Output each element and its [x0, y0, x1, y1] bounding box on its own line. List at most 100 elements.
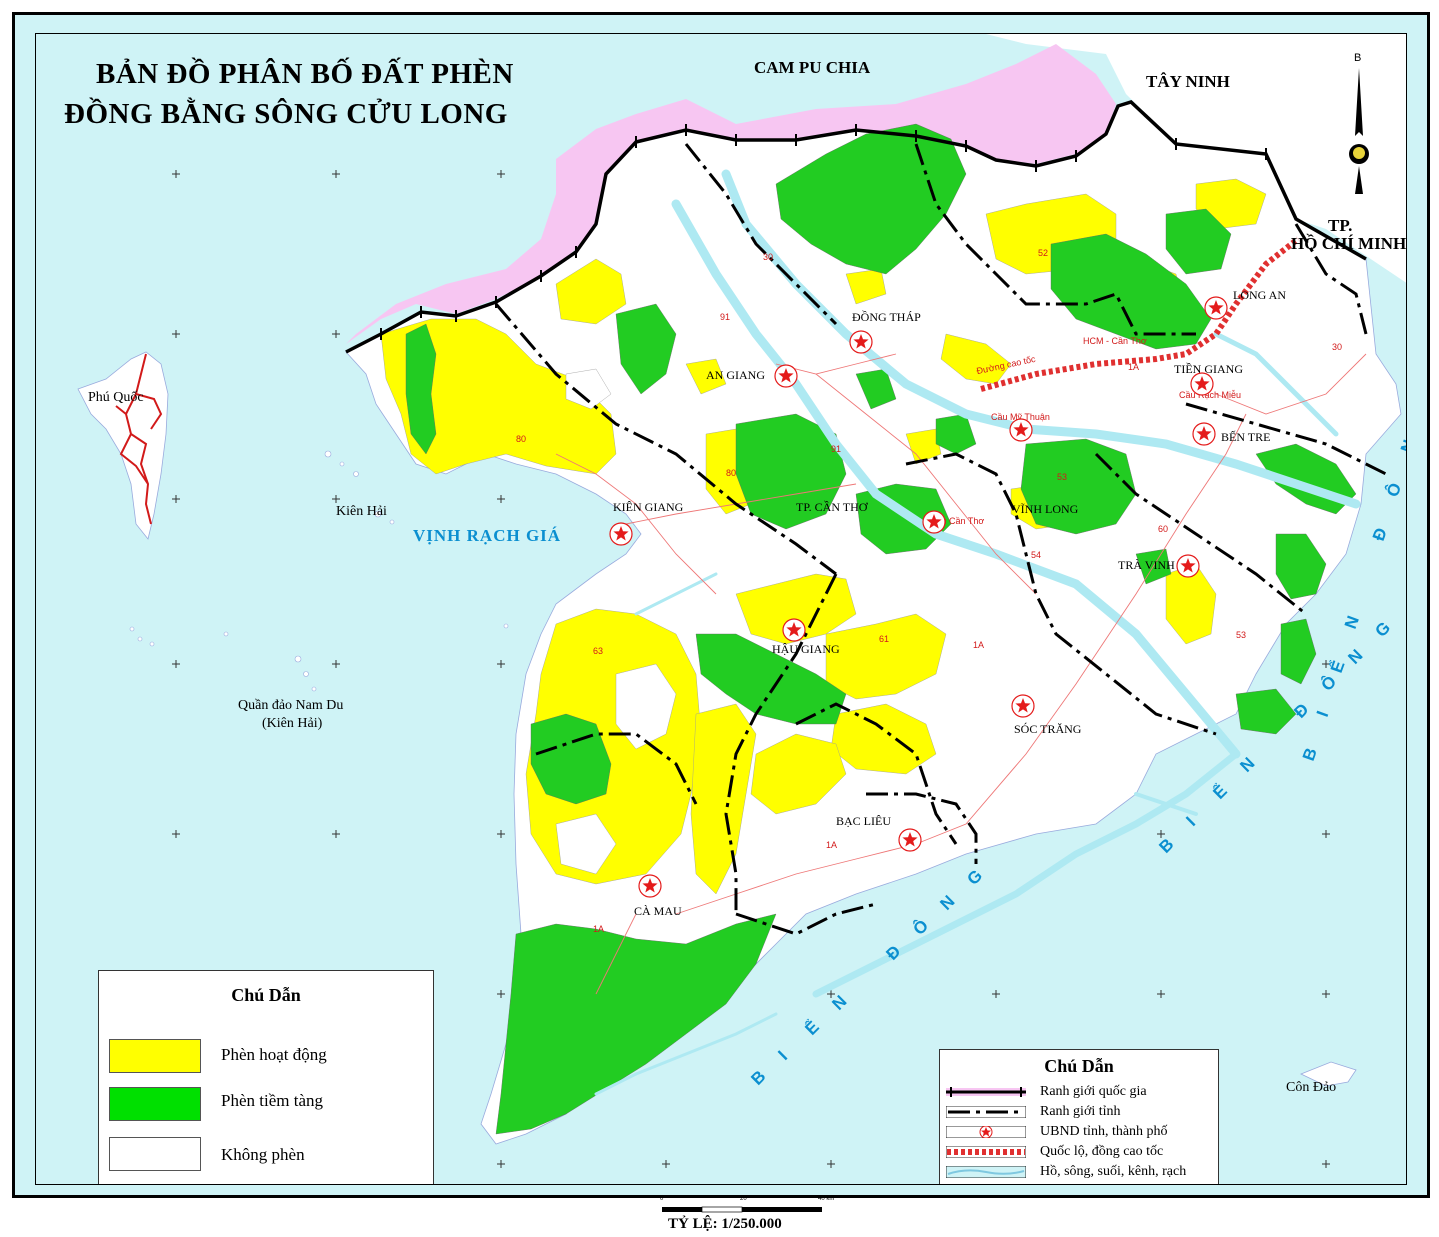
road-53b: 53 — [1236, 630, 1247, 640]
legend-label-active: Phèn hoạt động — [221, 1045, 327, 1064]
legend-row-road: Quốc lộ, đồng cao tốc — [946, 1144, 1216, 1160]
map-frame: BẢN ĐỒ PHÂN BỐ ĐẤT PHÈN ĐỒNG BẰNG SÔNG C… — [12, 12, 1430, 1198]
label-kien-hai: Kiên Hải — [336, 504, 387, 519]
road-61: 61 — [879, 634, 890, 644]
legend-soil-title: Chú Dẫn — [231, 985, 301, 1005]
legend-swatch-none — [109, 1137, 201, 1171]
road-53a: 53 — [1057, 472, 1068, 482]
graticule-mark — [662, 1160, 670, 1168]
legend-row-water: Hồ, sông, suối, kênh, rạch — [946, 1164, 1216, 1180]
graticule-mark — [1157, 830, 1165, 838]
label-tien-giang: TIỀN GIANG — [1174, 362, 1243, 376]
national-border-ticks — [380, 124, 1267, 340]
graticule-mark — [1322, 660, 1330, 668]
border-pink-band — [346, 44, 1116, 344]
road-30a: 30 — [763, 252, 774, 262]
graticule-mark — [497, 495, 505, 503]
map-title-line1: BẢN ĐỒ PHÂN BỐ ĐẤT PHÈN — [96, 58, 514, 90]
road-symbol — [946, 1146, 1026, 1158]
potential-acid-areas — [405, 123, 1357, 1135]
graticule-mark — [332, 660, 340, 668]
label-vinh-rach-gia: VỊNH RẠCH GIÁ — [413, 526, 562, 545]
legend-label-province: Ranh giới tỉnh — [1040, 1104, 1121, 1119]
graticule-mark — [332, 830, 340, 838]
graticule-mark — [172, 495, 180, 503]
star-symbol — [946, 1126, 1026, 1138]
road-1a-3: 1A — [826, 840, 838, 850]
legend-row-national: Ranh giới quốc gia — [946, 1084, 1216, 1100]
graticule-mark — [992, 990, 1000, 998]
label-tra-vinh: TRÀ VINH — [1118, 558, 1175, 572]
legend-lines-title: Chú Dẫn — [1044, 1056, 1114, 1076]
bridge-my-thuan: Cầu Mỹ Thuận — [991, 412, 1050, 422]
north-label: B — [1354, 52, 1362, 64]
label-ben-tre: BẾN TRE — [1221, 430, 1271, 444]
label-soc-trang: SÓC TRĂNG — [1014, 722, 1082, 736]
legend-label-water: Hồ, sông, suối, kênh, rạch — [1040, 1164, 1187, 1179]
legend-row-ubnd: UBND tỉnh, thành phố — [946, 1124, 1216, 1140]
graticule-mark — [332, 495, 340, 503]
legend-label-potential: Phèn tiềm tàng — [221, 1091, 323, 1110]
phu-quoc-island — [77, 351, 169, 540]
graticule-mark — [332, 170, 340, 178]
graticule-mark — [1322, 990, 1330, 998]
graticule-mark — [827, 990, 835, 998]
label-cambodia: CAM PU CHIA — [754, 58, 871, 77]
label-hcm-1: TP. — [1328, 216, 1353, 235]
map-svg — [36, 34, 1406, 1168]
label-hau-giang: HẬU GIANG — [772, 642, 840, 656]
national-border-symbol — [946, 1087, 1026, 1097]
legend-label-ubnd: UBND tỉnh, thành phố — [1040, 1124, 1168, 1139]
graticule-mark — [497, 990, 505, 998]
graticule-mark — [497, 1160, 505, 1168]
graticule-mark — [1322, 1160, 1330, 1168]
road-80b: 80 — [726, 468, 737, 478]
non-acid-holes — [555, 368, 677, 875]
road-1a-2: 1A — [973, 640, 985, 650]
legend-soil: Chú Dẫn Phèn hoạt động Phèn tiềm tàng Kh… — [98, 970, 434, 1184]
label-tay-ninh: TÂY NINH — [1146, 72, 1230, 91]
road-80a: 80 — [516, 434, 527, 444]
phu-quoc-roads — [115, 353, 163, 525]
scale-tick-20: 20 — [740, 1196, 747, 1202]
north-arrow-icon — [1349, 68, 1369, 194]
graticule-mark — [497, 660, 505, 668]
graticule-mark — [332, 330, 340, 338]
legend-lines: Chú Dẫn Ranh giới quốc gia Ranh giới tỉn… — [939, 1049, 1219, 1184]
road-63: 63 — [593, 646, 604, 656]
graticule-mark — [1157, 990, 1165, 998]
graticule-mark — [1322, 830, 1330, 838]
label-long-an: LONG AN — [1233, 288, 1286, 302]
graticule-mark — [172, 830, 180, 838]
legend-label-national: Ranh giới quốc gia — [1040, 1084, 1147, 1099]
road-1a-1: 1A — [1128, 362, 1140, 372]
legend-row-province: Ranh giới tỉnh — [946, 1104, 1216, 1120]
road-hcm-cantho: HCM - Cần Thơ — [1083, 336, 1147, 346]
road-54: 54 — [1031, 550, 1042, 560]
label-phu-quoc: Phú Quốc — [88, 390, 144, 405]
national-border — [345, 100, 1367, 354]
label-con-dao: Côn Đảo — [1286, 1080, 1337, 1095]
scale-bar — [662, 1206, 822, 1213]
road-91b: 91 — [831, 444, 842, 454]
graticule-mark — [497, 170, 505, 178]
legend-swatch-active — [109, 1039, 201, 1073]
graticule-mark — [497, 830, 505, 838]
legend-label-road: Quốc lộ, đồng cao tốc — [1040, 1144, 1164, 1159]
road-52: 52 — [1038, 248, 1049, 258]
province-border-symbol — [946, 1106, 1026, 1118]
legend-label-none: Không phèn — [221, 1145, 305, 1164]
label-bac-lieu: BẠC LIÊU — [836, 814, 891, 828]
expressway — [980, 236, 1300, 392]
bridge-can-tho: Cầu Cần Thơ — [930, 516, 985, 526]
bridge-rach-mieu: Cầu Rạch Miễu — [1179, 390, 1242, 400]
label-can-tho: TP. CẦN THƠ — [796, 500, 868, 514]
province-borders — [494, 143, 1387, 936]
graticule-mark — [172, 660, 180, 668]
label-ca-mau: CÀ MAU — [634, 904, 682, 918]
label-nam-du: Quần đảo Nam Du — [238, 698, 344, 713]
road-30b: 30 — [1332, 342, 1343, 352]
scale-tick-0: 0 — [660, 1196, 664, 1202]
graticule-mark — [172, 330, 180, 338]
label-dong-thap: ĐỒNG THÁP — [852, 310, 921, 324]
